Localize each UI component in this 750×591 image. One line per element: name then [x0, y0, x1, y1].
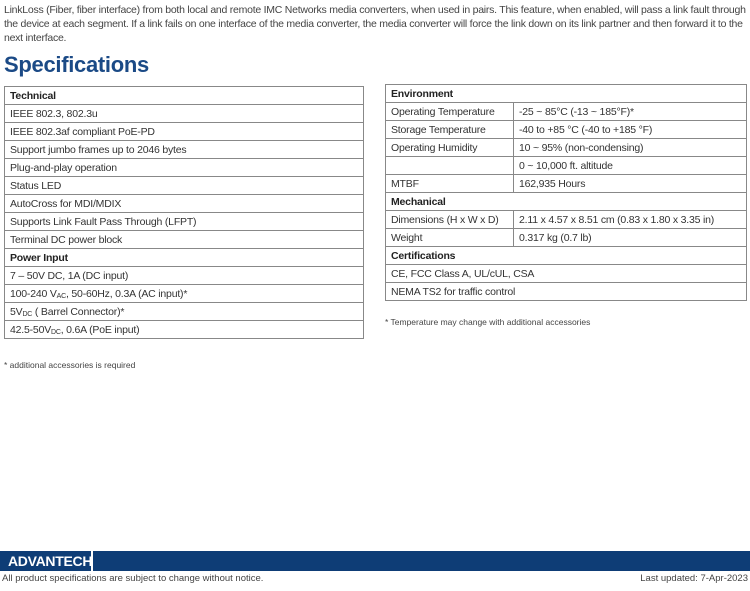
table-row: 5VDC ( Barrel Connector)*	[4, 302, 364, 321]
cell	[385, 156, 514, 175]
table-row: AutoCross for MDI/MDIX	[4, 194, 364, 213]
cell: Supports Link Fault Pass Through (LFPT)	[4, 212, 364, 231]
cell: Plug-and-play operation	[4, 158, 364, 177]
cell: 100-240 VAC, 50-60Hz, 0.3A (AC input)*	[4, 284, 364, 303]
power-input-header: Power Input	[4, 248, 364, 267]
cell: 7 – 50V DC, 1A (DC input)	[4, 266, 364, 285]
table-row: IEEE 802.3af compliant PoE-PD	[4, 122, 364, 141]
page-title: Specifications	[4, 52, 149, 77]
cell: AutoCross for MDI/MDIX	[4, 194, 364, 213]
table-row: Supports Link Fault Pass Through (LFPT)	[4, 212, 364, 231]
mechanical-header: Mechanical	[385, 192, 747, 211]
environment-header: Environment	[385, 84, 747, 103]
cell: Terminal DC power block	[4, 230, 364, 249]
table-row: Operating Temperature -25 ~ 85°C (-13 ~ 1…	[385, 102, 747, 121]
table-row: 42.5-50VDC, 0.6A (PoE input)	[4, 320, 364, 339]
section-header: Environment	[385, 84, 747, 103]
footer-notice: All product specifications are subject t…	[2, 573, 264, 584]
cell: 0 ~ 10,000 ft. altitude	[513, 156, 747, 175]
technical-header: Technical	[4, 86, 364, 105]
cell: Weight	[385, 228, 514, 247]
intro-paragraph: LinkLoss (Fiber, fiber interface) from b…	[4, 4, 746, 44]
cell: IEEE 802.3af compliant PoE-PD	[4, 122, 364, 141]
cell: 162,935 Hours	[513, 174, 747, 193]
table-row: Dimensions (H x W x D) 2.11 x 4.57 x 8.51…	[385, 210, 747, 229]
table-row: 7 – 50V DC, 1A (DC input)	[4, 266, 364, 285]
table-row: Storage Temperature -40 to +85 °C (-40 to…	[385, 120, 747, 139]
section-header: Mechanical	[385, 192, 747, 211]
cell: Dimensions (H x W x D)	[385, 210, 514, 229]
table-row: 0 ~ 10,000 ft. altitude	[385, 156, 747, 175]
section-header: Power Input	[4, 248, 364, 267]
cell: Operating Humidity	[385, 138, 514, 157]
cell: IEEE 802.3, 802.3u	[4, 104, 364, 123]
table-row: Plug-and-play operation	[4, 158, 364, 177]
table-row: Status LED	[4, 176, 364, 195]
cell: MTBF	[385, 174, 514, 193]
table-row: CE, FCC Class A, UL/cUL, CSA	[385, 264, 747, 283]
table-row: IEEE 802.3, 802.3u	[4, 104, 364, 123]
cell: CE, FCC Class A, UL/cUL, CSA	[385, 264, 747, 283]
footer-updated: Last updated: 7-Apr-2023	[640, 573, 748, 584]
cell: Support jumbo frames up to 2046 bytes	[4, 140, 364, 159]
table-row: MTBF 162,935 Hours	[385, 174, 747, 193]
cell: NEMA TS2 for traffic control	[385, 282, 747, 301]
cell: Storage Temperature	[385, 120, 514, 139]
cell: Operating Temperature	[385, 102, 514, 121]
cell: 0.317 kg (0.7 lb)	[513, 228, 747, 247]
cell: 42.5-50VDC, 0.6A (PoE input)	[4, 320, 364, 339]
table-row: 100-240 VAC, 50-60Hz, 0.3A (AC input)*	[4, 284, 364, 303]
footer-bar	[0, 551, 750, 571]
right-footnote: * Temperature may change with additional…	[385, 317, 591, 327]
left-footnote: * additional accessories is required	[4, 360, 136, 370]
certifications-header: Certifications	[385, 246, 747, 265]
advantech-logo: ADVANTECH	[4, 551, 93, 571]
environment-mechanical-table: Environment Operating Temperature -25 ~ 85…	[385, 84, 747, 301]
cell: -40 to +85 °C (-40 to +185 °F)	[513, 120, 747, 139]
cell: -25 ~ 85°C (-13 ~ 185°F)*	[513, 102, 747, 121]
technical-power-table: Technical IEEE 802.3, 802.3u IEEE 802.3af …	[4, 86, 364, 339]
section-header: Technical	[4, 86, 364, 105]
table-row: Terminal DC power block	[4, 230, 364, 249]
cell: 2.11 x 4.57 x 8.51 cm (0.83 x 1.80 x 3.3…	[513, 210, 747, 229]
cell: 5VDC ( Barrel Connector)*	[4, 302, 364, 321]
table-row: NEMA TS2 for traffic control	[385, 282, 747, 301]
table-row: Support jumbo frames up to 2046 bytes	[4, 140, 364, 159]
table-row: Weight 0.317 kg (0.7 lb)	[385, 228, 747, 247]
cell: Status LED	[4, 176, 364, 195]
table-row: Operating Humidity 10 ~ 95% (non-condensi…	[385, 138, 747, 157]
section-header: Certifications	[385, 246, 747, 265]
cell: 10 ~ 95% (non-condensing)	[513, 138, 747, 157]
